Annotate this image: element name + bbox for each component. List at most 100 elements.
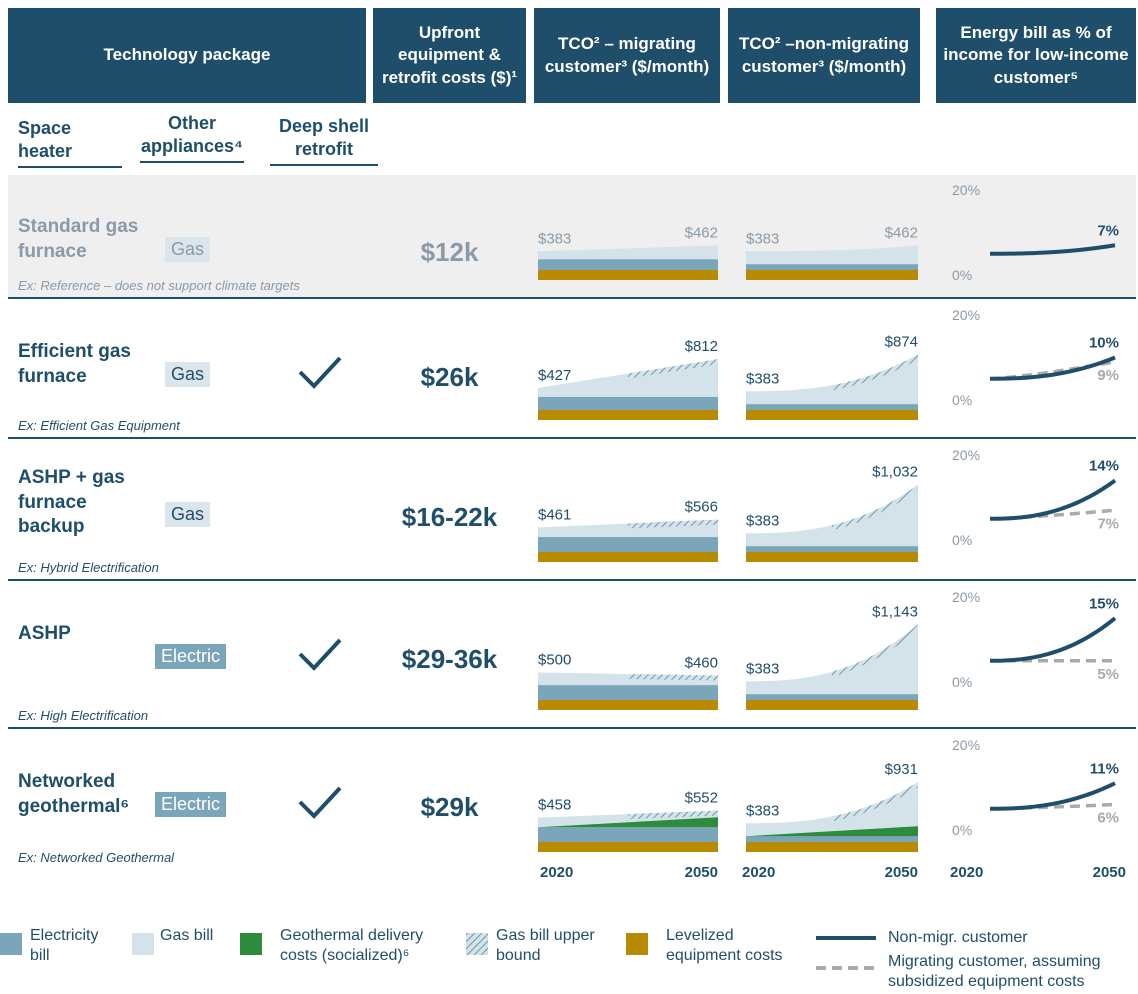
year-label: 2050 — [885, 864, 918, 881]
appliance: Electric — [155, 792, 227, 817]
upper-bound-hatch — [832, 484, 918, 531]
y-tick-label: 0% — [952, 267, 972, 283]
equipment-band — [746, 842, 918, 852]
electricity-band — [538, 537, 718, 552]
check-mark — [298, 356, 342, 389]
value-label: $427 — [538, 367, 571, 384]
legend-label: Electricity bill — [30, 927, 99, 964]
header-tco-non-migrating: TCO² –non-migrating customer³ ($/month) — [728, 8, 920, 103]
upfront-cost: $26k — [420, 362, 479, 392]
value-label: $1,143 — [872, 603, 918, 620]
example: Ex: Efficient Gas Equipment — [18, 418, 180, 433]
header-upfront: Upfront equipment & retrofit costs ($)¹ — [373, 8, 526, 103]
example: Ex: High Electrification — [18, 708, 149, 723]
end-label: 10% — [1089, 335, 1119, 352]
equipment-band — [538, 842, 718, 852]
electricity-band — [538, 827, 718, 842]
end-label: 5% — [1097, 666, 1119, 683]
value-label: $931 — [885, 761, 918, 778]
y-tick-label: 20% — [952, 182, 980, 198]
gas-bill-area — [746, 484, 918, 562]
y-tick-label: 0% — [952, 392, 972, 408]
subheader: Deep shell retrofit — [270, 115, 378, 166]
value-label: $383 — [746, 370, 779, 387]
legend-swatch — [240, 933, 262, 955]
tech-name: Efficient gas furnace — [18, 341, 131, 387]
appliance: Gas — [165, 502, 211, 527]
subheader: Other appliances⁴ — [140, 112, 244, 163]
upfront-cost: $16-22k — [401, 502, 498, 532]
header-energy-bill: Energy bill as % of income for low-incom… — [936, 8, 1136, 103]
example: Ex: Networked Geothermal — [18, 850, 175, 865]
y-tick-label: 20% — [952, 447, 980, 463]
legend-swatch — [132, 933, 154, 955]
value-label: $383 — [746, 230, 779, 247]
value-label: $552 — [685, 790, 718, 807]
end-label: 9% — [1097, 367, 1119, 384]
appliance: Electric — [155, 644, 227, 669]
upper-bound-hatch — [628, 674, 718, 681]
y-tick-label: 20% — [952, 737, 980, 753]
value-label: $500 — [538, 652, 571, 669]
tech-name: ASHP + gas furnace backup — [18, 467, 125, 538]
equipment-band — [538, 700, 718, 710]
value-label: $874 — [885, 333, 918, 350]
electricity-band — [746, 264, 918, 270]
value-label: $462 — [885, 224, 918, 241]
electricity-band — [746, 546, 918, 552]
appliance: Gas — [165, 362, 211, 387]
tech-name: ASHP — [18, 623, 71, 644]
legend-label: Non-migr. customer — [888, 929, 1028, 946]
subheader: Space heater — [18, 117, 122, 168]
upper-bound-hatch — [628, 359, 718, 379]
upper-bound-hatch — [628, 810, 718, 820]
year-label: 2020 — [540, 864, 573, 881]
end-label: 14% — [1089, 458, 1119, 475]
bill-line — [989, 355, 1116, 381]
legend-label: Levelized equipment costs — [666, 927, 783, 964]
upfront-cost: $12k — [420, 237, 479, 267]
check-mark — [298, 786, 342, 819]
legend-swatch — [626, 933, 648, 955]
header-technology: Technology package — [8, 8, 366, 103]
electricity-band — [746, 836, 918, 842]
bill-line — [989, 243, 1116, 256]
end-label: 15% — [1089, 595, 1119, 612]
equipment-band — [538, 270, 718, 280]
electricity-band — [746, 404, 918, 410]
tech-name: Networked geothermal⁶ — [18, 771, 130, 817]
equipment-band — [746, 552, 918, 562]
equipment-band — [538, 552, 718, 562]
value-label: $458 — [538, 797, 571, 814]
upper-bound-hatch — [832, 354, 918, 391]
equipment-band — [746, 270, 918, 280]
equipment-band — [746, 700, 918, 710]
end-label: 7% — [1097, 515, 1119, 532]
geothermal-band — [538, 817, 718, 828]
end-label: 11% — [1090, 760, 1119, 777]
legend-label: Gas bill — [160, 927, 214, 944]
value-label: $460 — [685, 655, 718, 672]
legend-swatch — [466, 933, 488, 955]
value-label: $383 — [746, 802, 779, 819]
upfront-cost: $29-36k — [401, 644, 498, 674]
legend-label: Geothermal delivery costs (socialized)⁶ — [280, 927, 424, 964]
y-tick-label: 20% — [952, 589, 980, 605]
equipment-band — [746, 410, 918, 420]
legend-label: Gas bill upper bound — [496, 927, 595, 964]
year-label: 2050 — [685, 864, 718, 881]
end-label: 6% — [1097, 810, 1119, 827]
bill-line — [989, 616, 1117, 663]
y-tick-label: 0% — [952, 532, 972, 548]
value-label: $461 — [538, 506, 571, 523]
year-label: 2050 — [1093, 864, 1126, 881]
geothermal-band — [746, 826, 918, 837]
value-label: $383 — [746, 660, 779, 677]
y-tick-label: 0% — [952, 822, 972, 838]
equipment-band — [538, 410, 718, 420]
electricity-band — [538, 259, 718, 270]
value-label: $812 — [685, 338, 718, 355]
value-label: $1,032 — [872, 464, 918, 481]
